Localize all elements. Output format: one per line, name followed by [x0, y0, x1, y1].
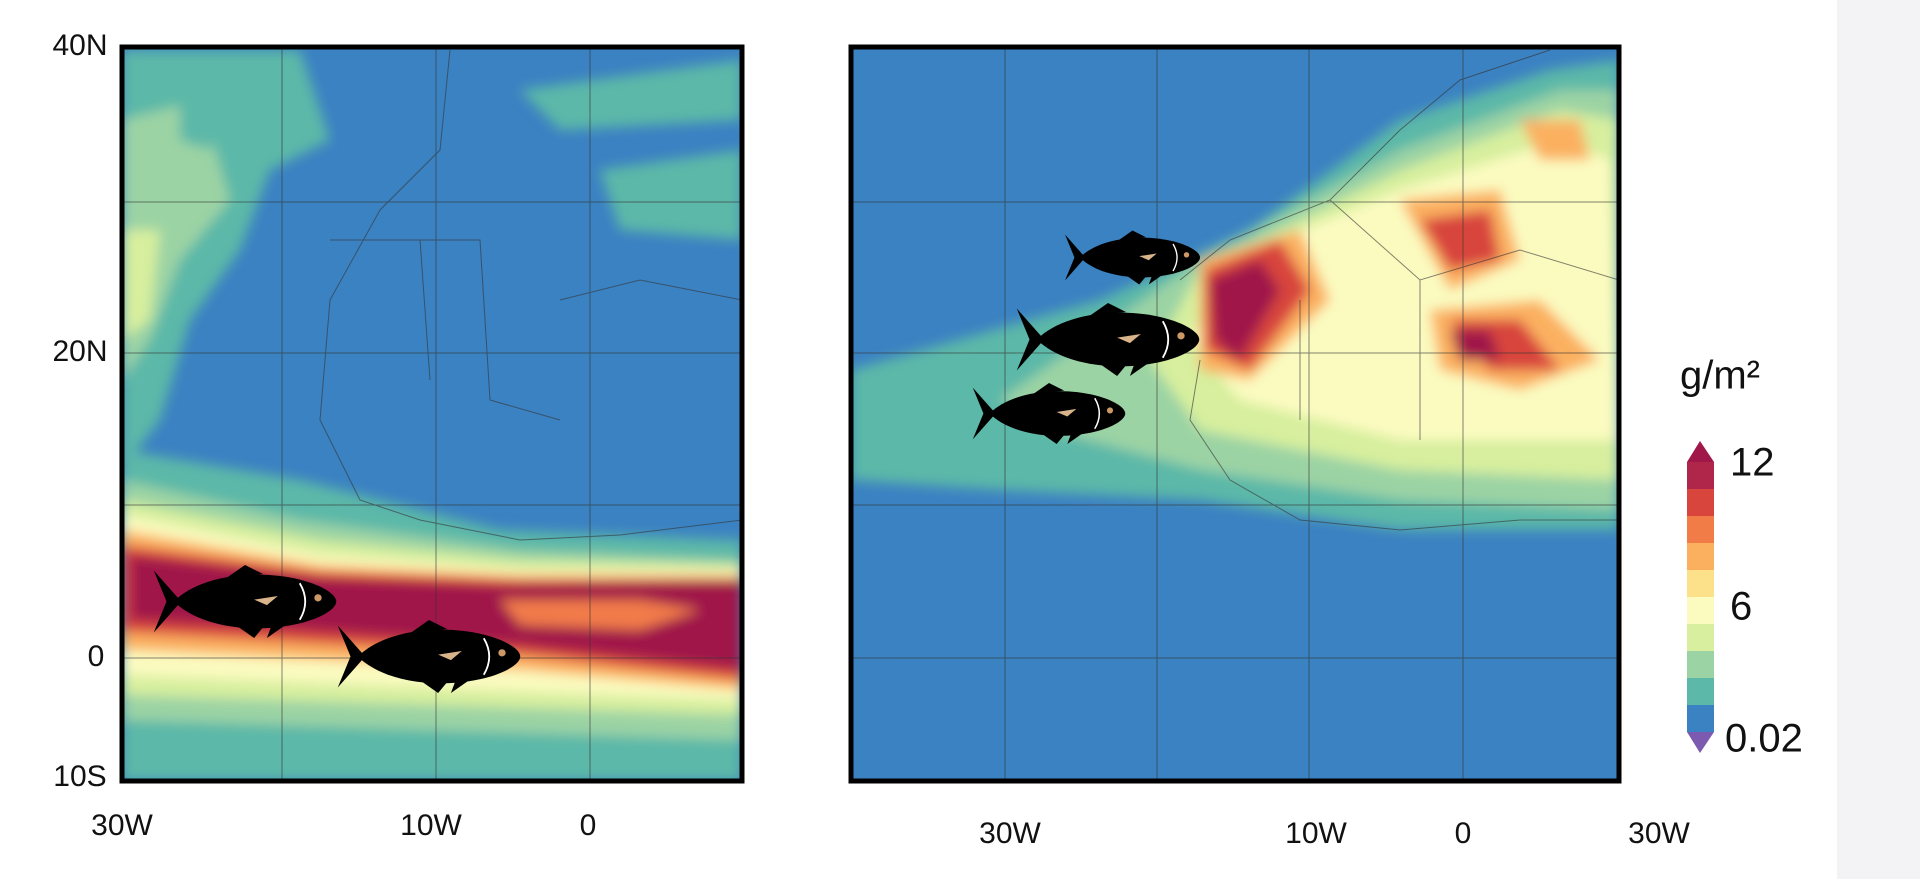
x-label: 10W: [400, 809, 462, 842]
side-strip: [1837, 0, 1920, 879]
x-label: 30W: [979, 817, 1041, 850]
y-label: 40N: [52, 29, 107, 62]
left-map-frame: [119, 44, 745, 784]
right-map-frame: [848, 44, 1622, 784]
x-label: 30W: [1628, 817, 1690, 850]
y-label: 10S: [53, 760, 106, 793]
left-map: [122, 47, 742, 781]
x-label: 10W: [1285, 817, 1347, 850]
y-label: 20N: [52, 335, 107, 368]
colorbar-tick: 0.02: [1725, 717, 1803, 761]
x-label: 0: [580, 809, 597, 842]
colorbar: [1687, 441, 1714, 753]
colorbar-tick: 6: [1730, 585, 1752, 629]
x-label: 30W: [91, 809, 153, 842]
right-map: [851, 47, 1619, 781]
colorbar-unit: g/m²: [1680, 354, 1760, 398]
x-label: 0: [1455, 817, 1472, 850]
colorbar-tick: 12: [1730, 441, 1775, 485]
y-label: 0: [88, 640, 105, 673]
